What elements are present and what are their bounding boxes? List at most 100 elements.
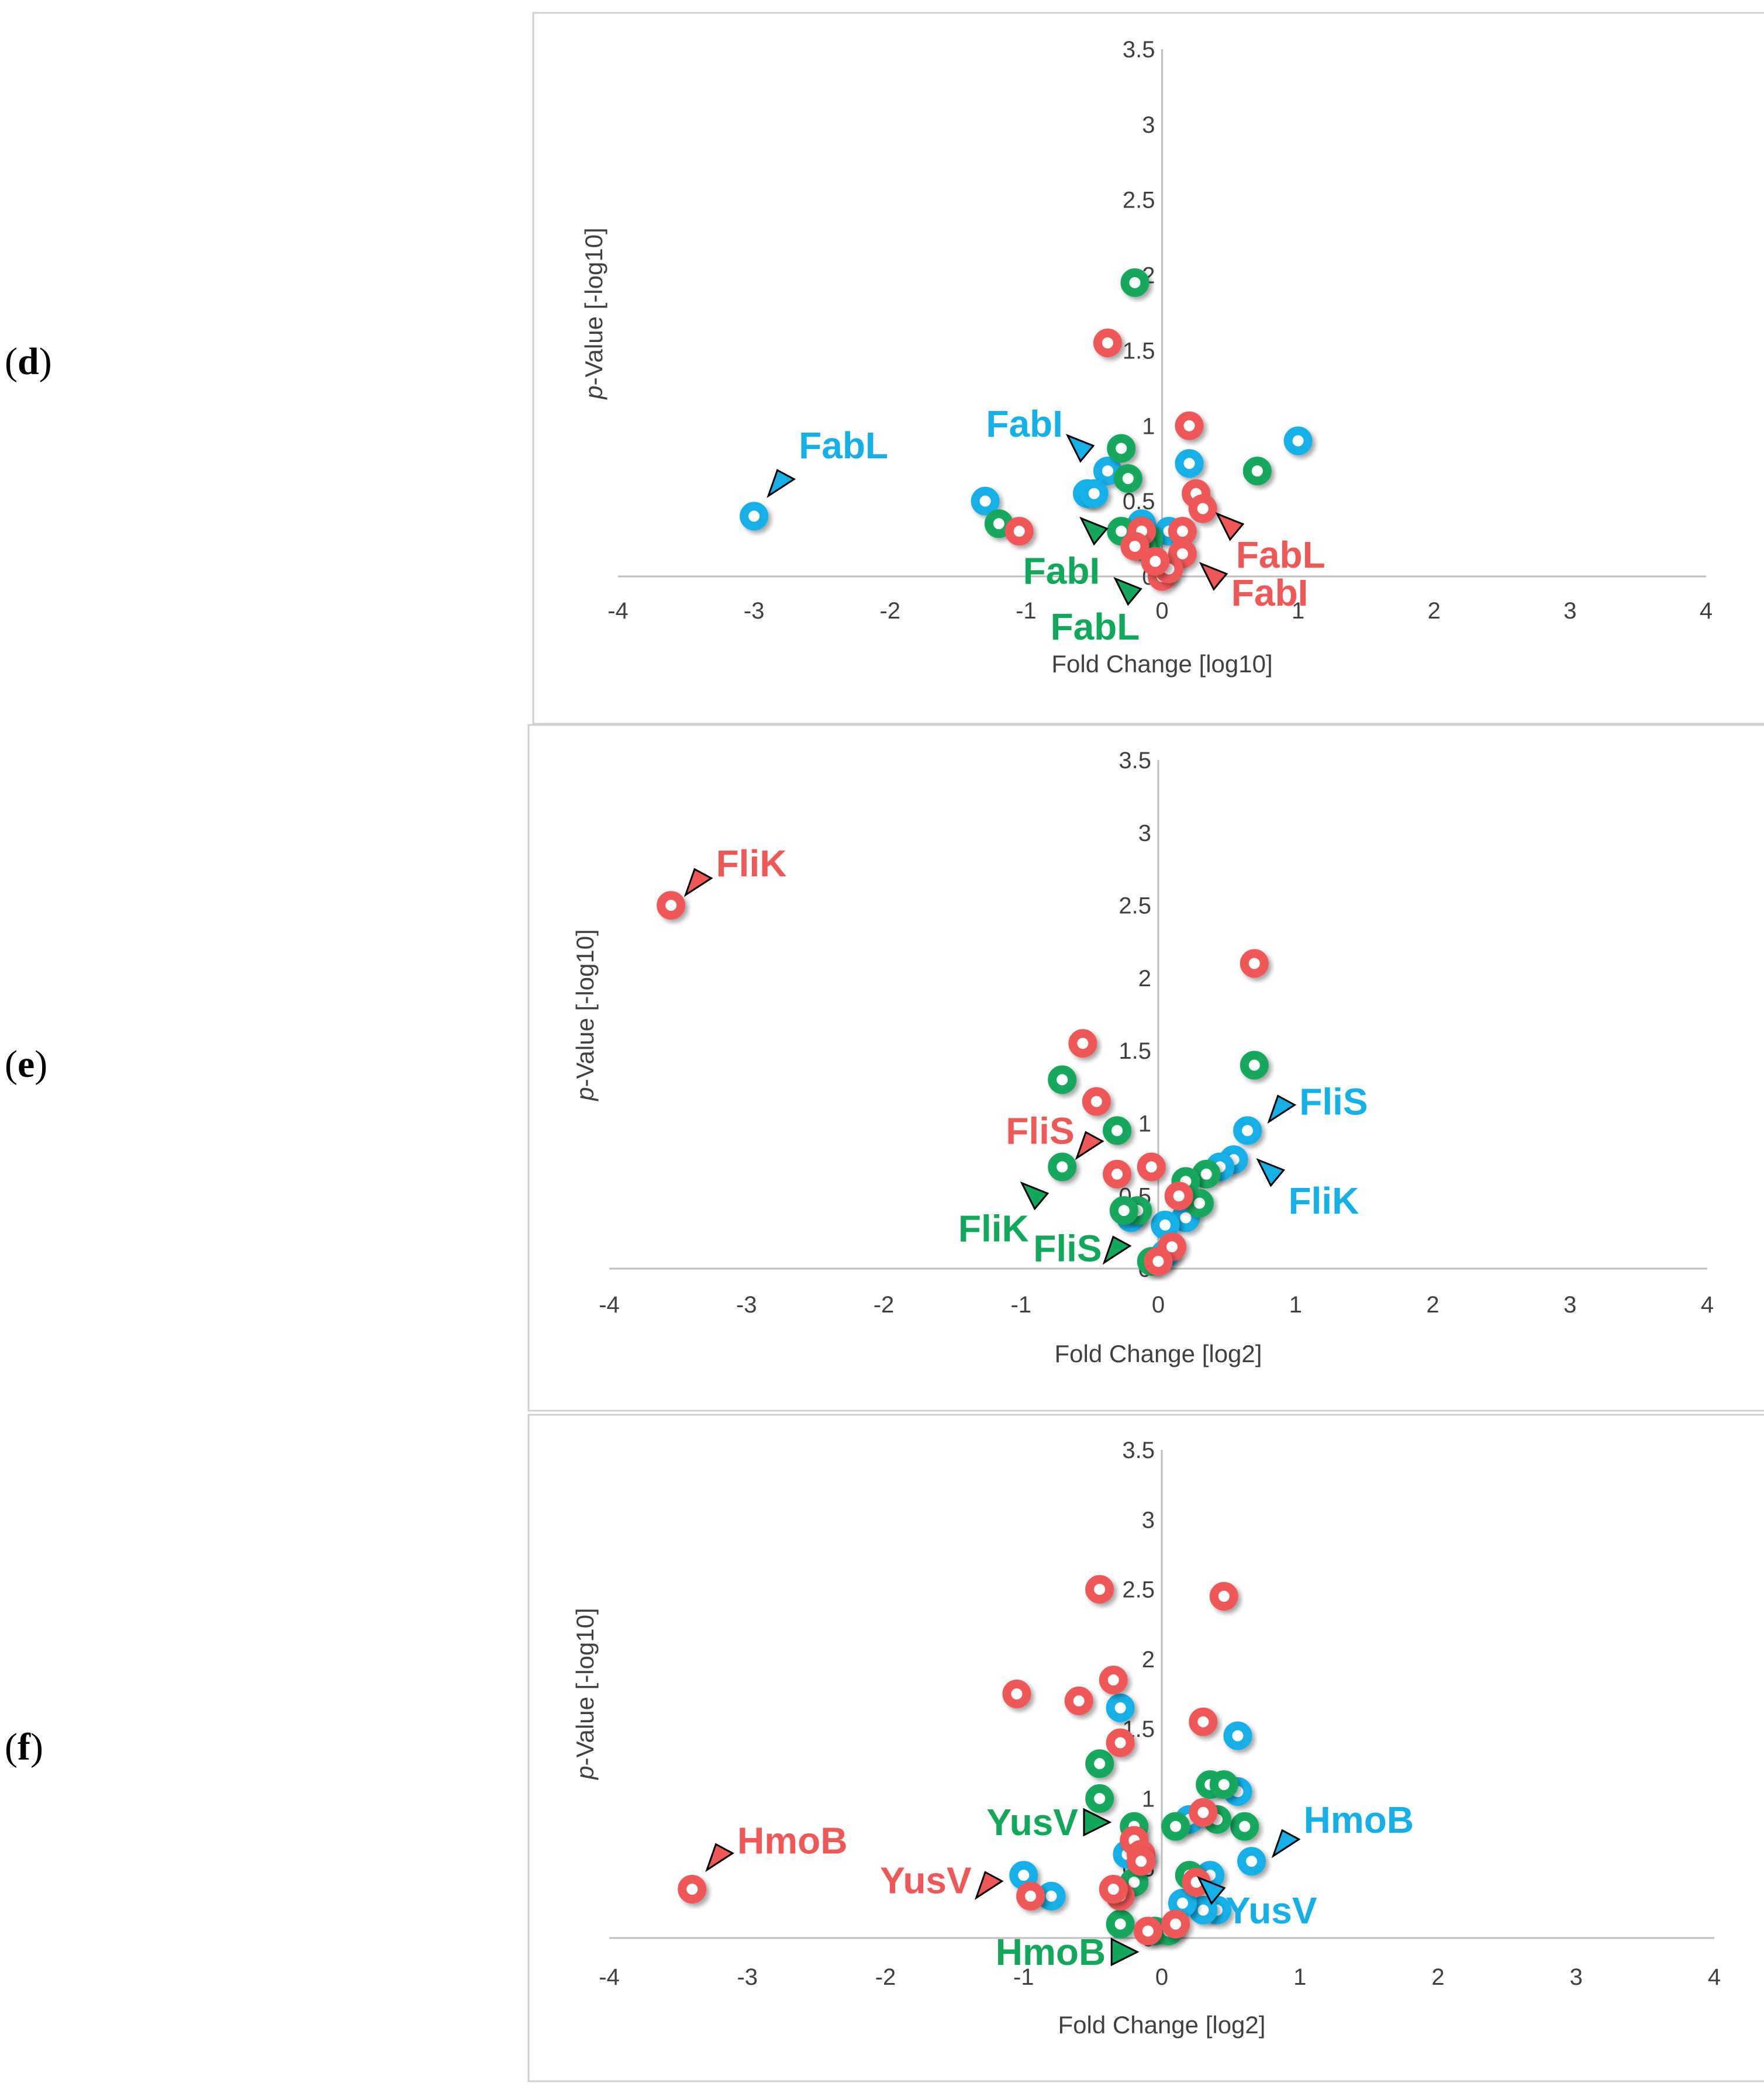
data-point-red [1099,1875,1128,1904]
x-tick-label: 4 [1708,1964,1721,1990]
x-tick-label: 2 [1431,1964,1444,1990]
annotation-label-green: FabI [1023,550,1100,592]
data-point-red [1099,1666,1128,1695]
panel-frame [527,724,1764,1412]
x-tick-label: 2 [1428,598,1441,624]
data-point-blue [1237,1847,1266,1876]
annotation-arrow-blue [1271,1829,1301,1858]
annotation-label-red: HmoB [737,1820,847,1862]
panel-letter: (d) [5,340,52,383]
panel-letter-part: e [18,1043,34,1086]
annotation-arrow-blue [767,469,796,498]
data-point-green [1242,457,1272,486]
data-point-red [678,1875,707,1904]
y-axis-title: p-Value [-log10] [580,227,607,400]
data-point-green [1103,1116,1132,1145]
x-tick-label: 3 [1563,598,1576,624]
x-axis-title: Fold Change [log10] [1051,650,1272,678]
y-axis-title-rest: -Value [-log10] [571,1608,599,1766]
annotation-arrow-blue [1267,1094,1297,1124]
annotation-label-green: YusV [986,1801,1078,1843]
x-axis-title: Fold Change [log2] [1055,1340,1262,1367]
data-point-red [1189,1798,1218,1827]
x-axis-title: Fold Change [log2] [1058,2011,1266,2039]
data-point-red [1189,1707,1218,1736]
x-tick-label: 1 [1293,1964,1306,1990]
data-point-red [1141,547,1170,576]
data-point-red [1144,1247,1173,1276]
annotation-arrow-red [1199,562,1228,591]
annotation-label-blue: FabL [799,424,888,467]
annotation-label-red: FabL [1236,534,1325,576]
data-point-blue [1106,1693,1135,1722]
annotation-arrow-red [683,868,713,897]
annotation-arrow-red [705,1843,734,1873]
data-point-red [1188,494,1217,523]
annotation-arrow-red [1075,1131,1104,1160]
annotation-arrow-blue [1196,1876,1226,1905]
data-point-green [1161,1812,1190,1841]
x-tick-label: -2 [879,598,900,624]
y-tick-label: 2.5 [1123,188,1155,213]
x-tick-label: 0 [1155,598,1168,624]
annotation-arrow-green [1079,516,1109,546]
x-tick-label: -2 [874,1292,895,1318]
data-point-red [1133,1916,1162,1946]
annotation-label-green: FliK [958,1208,1029,1250]
x-tick-label: 1 [1292,598,1304,624]
y-tick-label: 3 [1142,112,1155,138]
x-tick-label: 4 [1701,1292,1714,1318]
panel-letter-part: ( [5,1726,18,1768]
data-point-green [1230,1812,1259,1841]
y-tick-label: 2 [1138,966,1151,992]
data-point-red [1082,1087,1111,1116]
data-point-blue [1151,1210,1180,1239]
data-point-green [1209,1770,1238,1799]
annotation-arrow-red [974,1871,1004,1900]
annotation-label-red: FabI [1231,572,1309,614]
x-tick-label: -2 [875,1964,896,1990]
data-point-red [1137,1152,1166,1182]
y-tick-label: 1.5 [1119,1038,1151,1064]
x-tick-label: -4 [599,1964,620,1990]
data-point-blue [1223,1721,1252,1750]
data-point-red [1093,329,1122,358]
annotation-label-red: YusV [880,1859,972,1901]
data-point-green [1240,1051,1269,1080]
data-point-green [1120,268,1149,297]
panel-letter: (f) [5,1726,43,1768]
data-point-blue [1283,426,1313,455]
data-point-blue [1079,479,1109,508]
annotation-label-blue: HmoB [1304,1799,1414,1841]
annotation-label-blue: FliK [1288,1180,1359,1222]
x-tick-label: -3 [737,1964,758,1990]
data-point-red [1120,531,1149,561]
y-tick-label: 3.5 [1123,37,1155,63]
annotation-arrow-blue [1256,1158,1285,1187]
data-point-red [1002,1680,1031,1708]
annotation-arrow-red [1215,512,1245,541]
x-tick-label: 2 [1426,1292,1439,1318]
data-point-green [1048,1065,1077,1094]
y-tick-label: 1 [1138,1111,1151,1136]
data-point-red [1168,517,1197,546]
x-tick-label: -3 [744,598,765,624]
x-tick-label: 4 [1700,598,1713,624]
annotation-arrow-blue [1065,434,1095,463]
data-point-red [1209,1582,1238,1611]
y-axis-title-italic: p [580,385,607,400]
data-point-red [657,891,686,920]
y-axis-title-rest: -Value [-log10] [571,929,599,1087]
annotation-label-green: FliS [1033,1228,1102,1270]
x-tick-label: 3 [1570,1964,1583,1990]
x-tick-label: -1 [1013,1964,1034,1990]
data-point-blue [1233,1116,1262,1145]
annotation-label-blue: FliS [1299,1081,1368,1123]
x-tick-label: -1 [1010,1292,1031,1318]
y-axis-title-italic: p [571,1766,599,1780]
data-point-red [1127,1847,1156,1876]
x-tick-label: 3 [1563,1292,1576,1318]
